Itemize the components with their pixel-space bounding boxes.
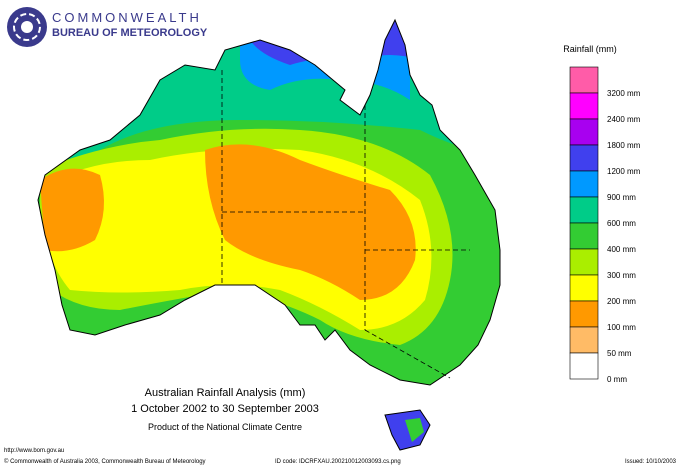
footer-id: ID code: IDCRFXAU.200210012003093.cs.png [275, 459, 401, 465]
tasmania-east [405, 418, 424, 442]
coastline [37, 18, 501, 386]
legend-label: 100 mm [607, 323, 636, 332]
legend-label: 50 mm [607, 349, 632, 358]
mainland [38, 20, 500, 385]
caption-title: Australian Rainfall Analysis (mm) [145, 387, 306, 399]
legend-label: 1200 mm [607, 167, 641, 176]
legend-label: 300 mm [607, 271, 636, 280]
logo [7, 7, 47, 47]
footer-copyright: © Commonwealth of Australia 2003, Common… [4, 458, 206, 465]
state-borders [221, 70, 470, 379]
caption-period: 1 October 2002 to 30 September 2003 [131, 403, 319, 415]
legend-swatch [569, 66, 599, 94]
caption-product: Product of the National Climate Centre [148, 422, 302, 432]
legend-label: 900 mm [607, 193, 636, 202]
org-line1: COMMONWEALTH [52, 10, 202, 25]
legend-swatch [569, 144, 599, 172]
org-line2: BUREAU OF METEOROLOGY [52, 27, 208, 39]
legend-swatch [569, 196, 599, 224]
legend-swatch [569, 170, 599, 198]
legend-swatch [569, 300, 599, 328]
legend-label: 1800 mm [607, 141, 641, 150]
legend-label: 200 mm [607, 297, 636, 306]
legend-swatch [569, 118, 599, 146]
legend-label: 3200 mm [607, 89, 641, 98]
legend-label: 600 mm [607, 219, 636, 228]
legend-label: 400 mm [607, 245, 636, 254]
footer-url: http://www.bom.gov.au [4, 448, 64, 454]
footer-issued: Issued: 10/10/2003 [625, 459, 677, 465]
legend-swatch [569, 326, 599, 354]
legend-swatch [569, 352, 599, 380]
legend-label: 0 mm [607, 375, 627, 384]
legend-title: Rainfall (mm) [563, 44, 617, 54]
legend-label: 2400 mm [607, 115, 641, 124]
legend-swatch [569, 92, 599, 120]
legend-swatch [569, 222, 599, 250]
legend: 3200 mm 2400 mm 1800 mm 1200 mm 900 mm 600 mm… [569, 66, 641, 384]
legend-swatch [569, 248, 599, 276]
legend-swatch [569, 274, 599, 302]
